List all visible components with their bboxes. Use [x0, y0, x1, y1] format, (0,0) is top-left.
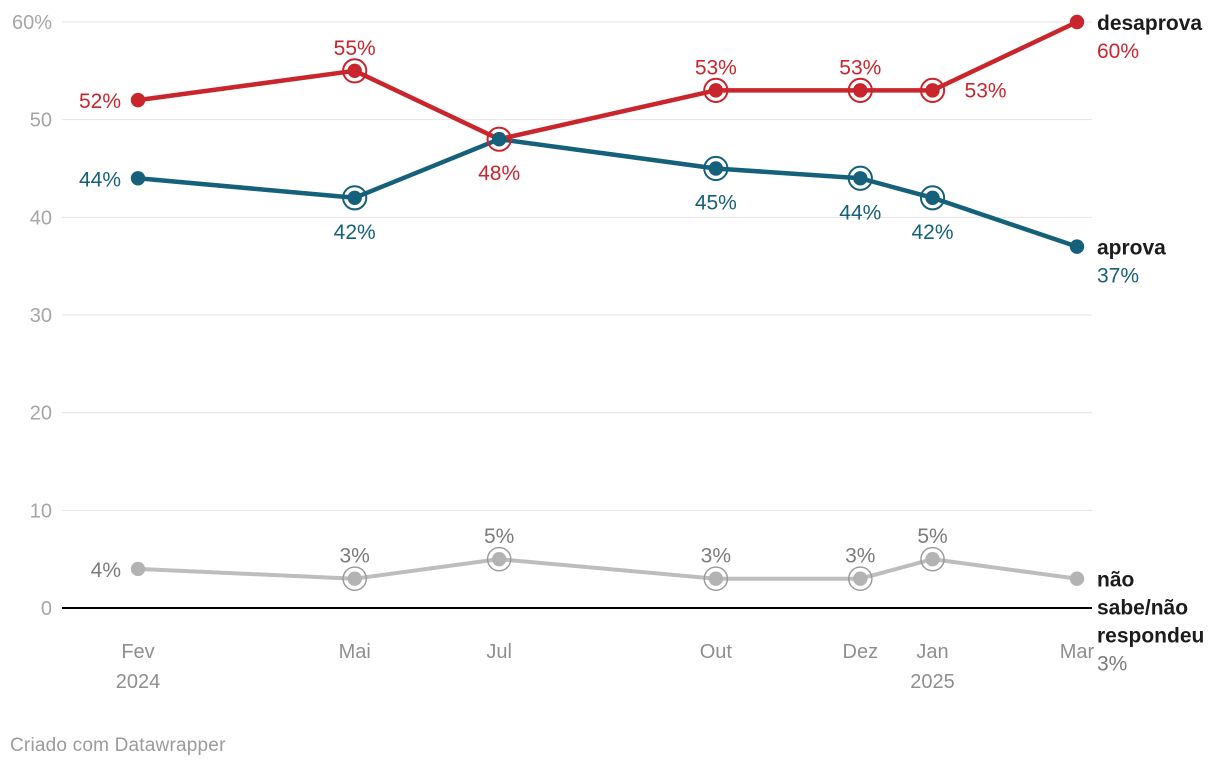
- series-line-desaprova: [135, 19, 1080, 142]
- legend-desaprova-name: desaprova: [1097, 12, 1202, 35]
- point-nao-sabe-nao-respondeu-0: [130, 561, 146, 577]
- y-tick-label-50: 50: [30, 110, 52, 132]
- y-tick-label-30: 30: [30, 305, 52, 327]
- y-tick-label-20: 20: [30, 403, 52, 425]
- point-aprova-4: [853, 171, 868, 186]
- point-ring-aprova-5: [919, 185, 946, 211]
- point-ring-nao-sabe-nao-respondeu-1: [342, 566, 367, 591]
- y-tick-label-10: 10: [30, 500, 52, 522]
- point-label-aprova-5: 42%: [912, 221, 954, 244]
- x-tick-label-jul: Jul: [486, 641, 512, 663]
- point-label-aprova-1: 42%: [334, 221, 376, 244]
- point-ring-nao-sabe-nao-respondeu-4: [848, 566, 873, 591]
- legend-aprova-value: 37%: [1097, 265, 1139, 288]
- point-label-desaprova-5: 53%: [965, 79, 1007, 102]
- point-label-desaprova-4: 53%: [839, 56, 881, 79]
- point-label-nao-sabe-nao-respondeu-4: 3%: [845, 545, 875, 568]
- point-desaprova-0: [130, 92, 146, 108]
- point-ring-desaprova-3: [703, 77, 729, 103]
- legend-aprova-name: aprova: [1097, 237, 1166, 260]
- legend-nao-sabe-nao-respondeu-name: não: [1097, 569, 1134, 592]
- point-nao-sabe-nao-respondeu-1: [347, 571, 362, 586]
- point-ring-desaprova-5: [919, 77, 946, 103]
- point-label-nao-sabe-nao-respondeu-1: 3%: [340, 545, 370, 568]
- point-aprova-2: [491, 131, 507, 147]
- point-desaprova-6: [1069, 14, 1085, 30]
- x-tick-label-mai: Mai: [339, 641, 371, 663]
- x-tick-label-jan: Jan: [916, 641, 948, 663]
- legend-nao-sabe-nao-respondeu-name-2: respondeu: [1097, 625, 1204, 648]
- x-tick-label-dez: Dez: [843, 641, 879, 663]
- point-aprova-6: [1069, 239, 1085, 254]
- point-ring-desaprova-1: [342, 58, 368, 84]
- point-label-nao-sabe-nao-respondeu-5: 5%: [917, 525, 947, 548]
- y-tick-label-0: 0: [41, 598, 52, 620]
- point-aprova-0: [130, 171, 146, 186]
- x-tick-label-mar: Mar: [1060, 641, 1095, 663]
- point-ring-aprova-3: [703, 155, 729, 182]
- y-tick-label-40: 40: [30, 207, 52, 229]
- x-tick-label-2025: 2025: [910, 671, 955, 693]
- point-desaprova-5: [925, 83, 940, 98]
- point-label-nao-sabe-nao-respondeu-2: 5%: [484, 525, 514, 548]
- point-label-aprova-0: 44%: [79, 168, 121, 191]
- point-ring-nao-sabe-nao-respondeu-3: [703, 566, 729, 591]
- point-ring-nao-sabe-nao-respondeu-2: [486, 546, 512, 572]
- point-desaprova-1: [347, 63, 362, 79]
- point-ring-desaprova-2: [486, 126, 512, 152]
- point-label-nao-sabe-nao-respondeu-0: 4%: [91, 559, 121, 582]
- point-nao-sabe-nao-respondeu-5: [925, 551, 940, 567]
- point-label-nao-sabe-nao-respondeu-3: 3%: [701, 545, 731, 568]
- point-nao-sabe-nao-respondeu-3: [708, 571, 724, 586]
- point-nao-sabe-nao-respondeu-4: [853, 571, 868, 586]
- point-label-aprova-3: 45%: [695, 191, 737, 214]
- x-tick-label-2024: 2024: [116, 671, 161, 693]
- legend-desaprova-value: 60%: [1097, 40, 1139, 63]
- legend-nao-sabe-nao-respondeu-name-1: sabe/não: [1097, 597, 1188, 620]
- point-label-desaprova-0: 52%: [79, 90, 121, 113]
- point-label-desaprova-1: 55%: [334, 37, 376, 60]
- x-tick-label-fev: Fev: [121, 641, 154, 663]
- y-tick-label-60: 60%: [12, 12, 52, 34]
- point-label-desaprova-3: 53%: [695, 56, 737, 79]
- point-nao-sabe-nao-respondeu-6: [1069, 571, 1085, 586]
- point-label-desaprova-2: 48%: [478, 162, 520, 185]
- x-tick-label-out: Out: [700, 641, 733, 663]
- point-aprova-1: [347, 190, 362, 205]
- point-ring-aprova-1: [342, 185, 368, 211]
- point-aprova-5: [925, 190, 940, 205]
- point-ring-aprova-4: [847, 165, 873, 191]
- point-desaprova-4: [853, 83, 868, 98]
- datawrapper-credit: Criado com Datawrapper: [10, 735, 226, 756]
- legend-nao-sabe-nao-respondeu-value: 3%: [1097, 653, 1127, 676]
- point-ring-desaprova-4: [847, 77, 873, 103]
- point-nao-sabe-nao-respondeu-2: [491, 551, 507, 567]
- point-label-aprova-4: 44%: [839, 201, 881, 224]
- point-desaprova-3: [708, 83, 724, 98]
- point-ring-nao-sabe-nao-respondeu-5: [920, 546, 945, 572]
- point-aprova-3: [708, 161, 724, 176]
